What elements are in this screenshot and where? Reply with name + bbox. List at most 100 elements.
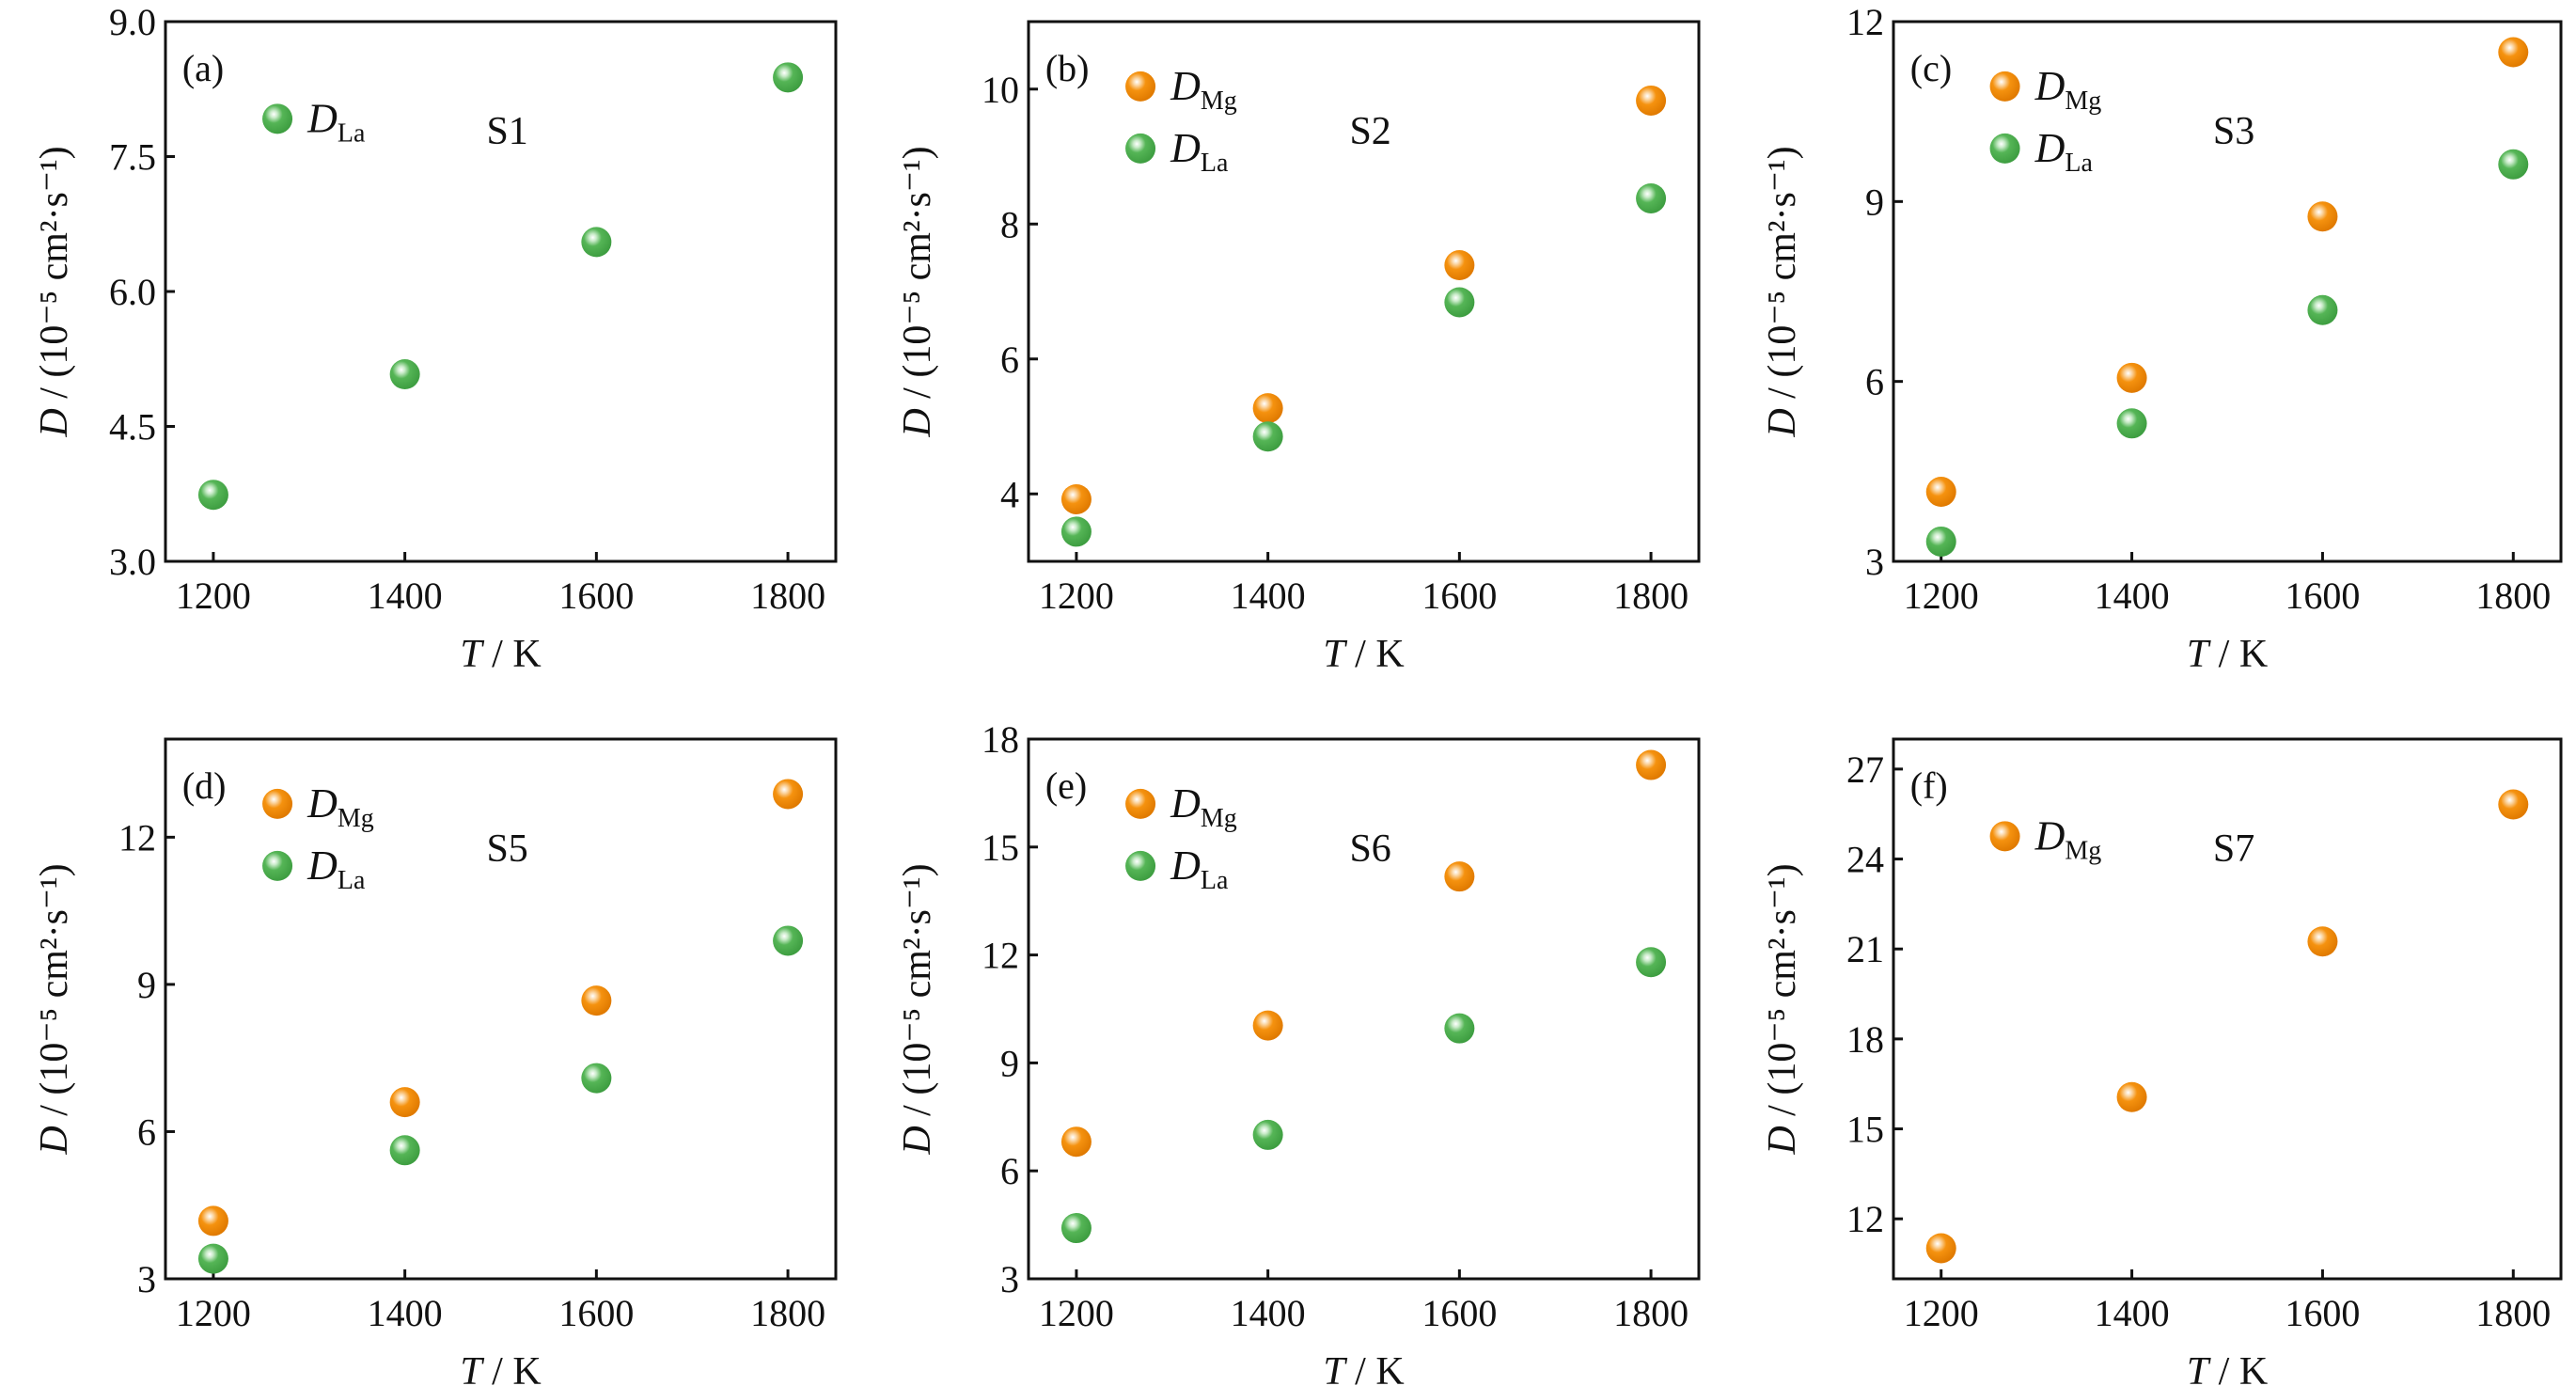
y-axis-title: D / (10⁻⁵ cm²·s⁻¹) (33, 146, 76, 437)
legend-marker (262, 788, 293, 819)
x-tick-label: 1200 (176, 575, 251, 617)
series-D_La (1060, 182, 1667, 547)
series-D_Mg (1060, 749, 1667, 1158)
panel-label: (c) (1910, 47, 1952, 89)
y-tick-label: 9 (137, 964, 156, 1006)
data-point-D_La-1600 (2307, 294, 2338, 325)
y-tick-label: 6.0 (109, 271, 156, 313)
y-tick-label: 7.5 (109, 136, 156, 179)
x-tick-label: 1400 (368, 575, 443, 617)
y-tick-label: 3 (1865, 541, 1884, 583)
data-point-D_Mg-1800 (773, 779, 804, 810)
legend-label: DMg (2034, 812, 2102, 865)
y-axis-title: D / (10⁻⁵ cm²·s⁻¹) (33, 863, 76, 1155)
axes-frame (164, 737, 838, 1281)
legend-marker (1125, 850, 1156, 881)
y-tick-label: 9 (1865, 181, 1884, 223)
data-point-D_Mg-1200 (1925, 477, 1956, 508)
x-tick-label: 1800 (750, 575, 825, 617)
sample-label: S3 (2213, 110, 2254, 153)
data-point-D_La-1600 (1444, 287, 1475, 318)
legend-marker (1125, 133, 1156, 164)
series-D_Mg (1925, 37, 2529, 508)
axes-frame (1027, 20, 1701, 563)
data-point-D_La-1400 (1252, 1119, 1283, 1150)
y-tick-label: 3.0 (109, 541, 156, 583)
legend-label: DMg (1170, 780, 1237, 833)
legend-marker (1125, 788, 1156, 819)
sample-label: S1 (486, 110, 527, 153)
data-point-D_La-1800 (1636, 182, 1667, 213)
panel-label: (d) (182, 764, 227, 807)
data-point-D_La-1800 (773, 925, 804, 956)
x-tick-label: 1400 (368, 1292, 443, 1334)
y-tick-label: 10 (982, 69, 1019, 111)
x-tick-label: 1600 (2285, 575, 2360, 617)
panel-label: (f) (1910, 764, 1948, 807)
sample-label: S2 (1349, 110, 1390, 153)
y-tick-label: 4.5 (109, 406, 156, 449)
legend-entry-D_Mg: DMg (1125, 63, 1237, 116)
data-point-D_La-1600 (1444, 1013, 1475, 1044)
x-tick-label: 1800 (1613, 1292, 1689, 1334)
legend-label: DMg (306, 780, 374, 833)
data-point-D_La-1800 (1636, 947, 1667, 978)
panel-a: 1200 1400 1600 1800 3.0 4.5 6.0 7.5 9.0 T / K D / … (33, 1, 838, 676)
legend-label: DLa (306, 843, 366, 895)
series-D_La (197, 62, 804, 511)
legend-entry-D_Mg: DMg (1125, 780, 1237, 833)
series-D_La (197, 925, 804, 1274)
x-tick-label: 1600 (558, 1292, 634, 1334)
y-tick-label: 6 (1000, 1150, 1019, 1192)
x-tick-label: 1200 (1039, 1292, 1114, 1334)
y-tick-label: 6 (1865, 361, 1884, 403)
legend-marker (1125, 71, 1156, 102)
x-tick-label: 1200 (1039, 575, 1114, 617)
x-axis-title: T / K (460, 1350, 541, 1386)
y-tick-label: 6 (137, 1110, 156, 1153)
x-axis-title: T / K (1323, 633, 1404, 676)
x-tick-label: 1800 (2475, 575, 2551, 617)
y-tick-label: 12 (118, 816, 156, 858)
legend-marker (1989, 71, 2020, 102)
legend-label: DLa (2034, 125, 2094, 178)
y-tick-label: 6 (1000, 339, 1019, 381)
legend-marker (1989, 133, 2020, 164)
panel-label: (b) (1045, 47, 1090, 89)
data-point-D_Mg-1600 (2307, 926, 2338, 957)
series-D_La (1925, 149, 2529, 557)
data-point-D_La-1200 (197, 480, 228, 511)
sample-label: S5 (486, 827, 527, 871)
series-D_Mg (1060, 85, 1667, 514)
data-point-D_La-1400 (2116, 408, 2147, 439)
data-point-D_La-1200 (197, 1243, 228, 1274)
y-tick-label: 12 (1846, 1198, 1884, 1240)
data-point-D_Mg-1400 (1252, 393, 1283, 424)
x-tick-label: 1400 (2095, 1292, 2170, 1334)
axes-frame (1892, 20, 2563, 563)
y-axis-title: D / (10⁻⁵ cm²·s⁻¹) (896, 863, 939, 1155)
y-axis-title: D / (10⁻⁵ cm²·s⁻¹) (1761, 863, 1804, 1155)
data-point-D_Mg-1800 (1636, 85, 1667, 116)
panel-e: 1200 1400 1600 1800 3 6 9 12 15 18 T / K D / (10⁻⁵ … (896, 718, 1701, 1386)
y-tick-label: 12 (1846, 1, 1884, 43)
y-tick-label: 27 (1846, 748, 1884, 791)
data-point-D_Mg-1600 (2307, 201, 2338, 232)
legend-entry-D_Mg: DMg (1989, 812, 2102, 865)
x-tick-label: 1800 (2475, 1292, 2551, 1334)
data-point-D_La-1400 (1252, 421, 1283, 452)
data-point-D_La-1800 (773, 62, 804, 93)
y-tick-label: 15 (982, 827, 1019, 869)
data-point-D_La-1200 (1925, 526, 1956, 557)
panel-label: (e) (1045, 764, 1087, 807)
legend-label: DLa (306, 95, 366, 148)
legend-entry-D_La: DLa (262, 95, 366, 148)
series-D_La (1060, 947, 1667, 1244)
data-point-D_Mg-1800 (1636, 749, 1667, 780)
data-point-D_Mg-1600 (1444, 250, 1475, 281)
x-tick-label: 1800 (1613, 575, 1689, 617)
x-tick-label: 1600 (1422, 575, 1497, 617)
x-tick-label: 1800 (750, 1292, 825, 1334)
y-tick-label: 8 (1000, 203, 1019, 245)
legend-marker (1989, 821, 2020, 852)
